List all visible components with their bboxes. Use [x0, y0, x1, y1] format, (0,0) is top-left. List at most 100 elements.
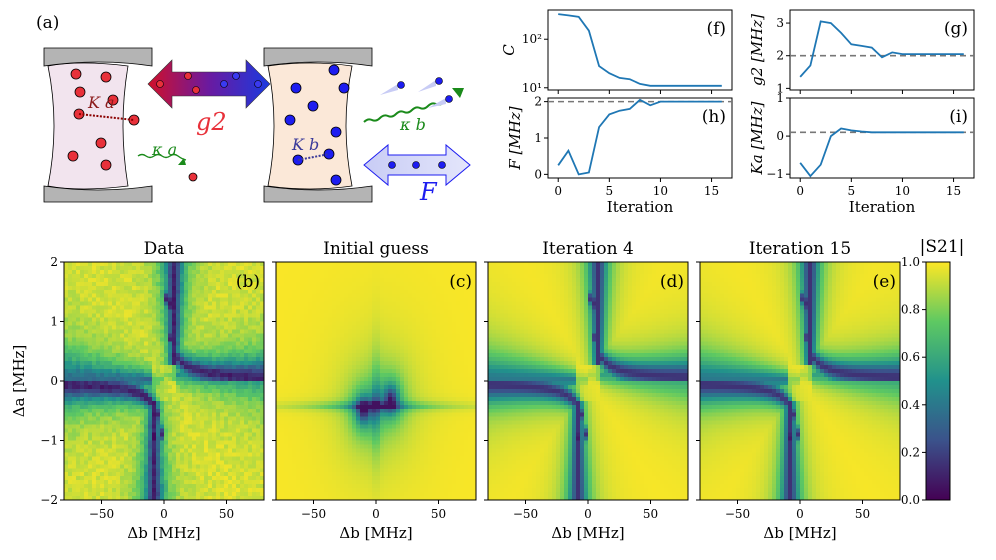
xtick-label-b: 0 [160, 507, 168, 521]
cavity-a [47, 62, 129, 190]
g2-arrow-dots [156, 72, 262, 94]
kappa-b-label: κ b [399, 115, 426, 134]
xtick-label-i: 0 [796, 184, 804, 198]
xtick-label-e: 0 [796, 507, 804, 521]
ytick-label-i: 0 [776, 129, 784, 143]
kb-link [297, 153, 330, 161]
panel-label-g: (g) [944, 19, 968, 39]
xtick-label-e: 50 [855, 507, 870, 521]
heatmap-d: Iteration 4 (d) −50 0 50 Δb [MHz] [484, 239, 689, 542]
axes-frame-f [547, 9, 733, 91]
heatmap-title-b: Data [144, 239, 185, 259]
ytick-label-h: 0 [534, 167, 542, 181]
g2-label: g2 [196, 108, 227, 136]
heatmap-cells-c [276, 262, 477, 501]
ka-label: K a [87, 93, 115, 112]
panel-label-b: (b) [236, 272, 260, 292]
xtick-label-c: 0 [372, 507, 380, 521]
kappa-a-arrow [137, 153, 187, 161]
ylabel-g: g2 [MHz] [748, 14, 766, 86]
ylabel-h: F [MHz] [506, 106, 524, 170]
series-line-i [799, 127, 964, 178]
ylabel-f: C [500, 44, 518, 56]
colorbar: |S21| 0.0 0.2 0.4 0.6 0.8 1.0 [901, 237, 964, 507]
heatmap-panels: Data (b) −50 0 50 Δb [MHz] −2 −1 0 1 2 Δa [MHz] Init… [10, 239, 901, 542]
heatmap-cells-b [64, 262, 265, 501]
ytick-label-b: 2 [50, 255, 58, 269]
ytick-label-g: 3 [776, 16, 784, 30]
axes-frame-i [789, 97, 975, 179]
heatmap-title-c: Initial guess [323, 239, 429, 259]
xtick-label-e: −50 [725, 507, 750, 521]
chart-h: 0 1 2 0 5 10 15 Iteration F [MHz] (h) [506, 95, 733, 216]
kappa-a-arrowhead [178, 158, 186, 165]
ytick-label-b: −2 [40, 493, 58, 507]
xlabel-e: Δb [MHz] [763, 524, 836, 542]
heatmap-c: Initial guess (c) −50 0 50 Δb [MHz] [272, 239, 477, 542]
xtick-label-d: −50 [513, 507, 538, 521]
colorbar-tick-label: 0.8 [901, 303, 920, 317]
colorbar-tick-label: 0.6 [901, 350, 920, 364]
ytick-label-b: 0 [50, 374, 58, 388]
axes-frame-g [789, 9, 975, 91]
xtick-label-h: 15 [704, 184, 719, 198]
panel-a-label: (a) [36, 13, 59, 33]
xtick-label-i: 10 [895, 184, 910, 198]
panel-label-f: (f) [706, 19, 726, 39]
xlabel-c: Δb [MHz] [339, 524, 412, 542]
xlabel-b: Δb [MHz] [127, 524, 200, 542]
ylabel-b: Δa [MHz] [10, 345, 28, 418]
mirror-a-bottom [43, 185, 153, 203]
xtick-label-h: 5 [606, 184, 614, 198]
colorbar-tick-label: 0.0 [901, 493, 920, 507]
ytick-label-f: 10¹ [522, 81, 542, 95]
ytick-label-b: 1 [50, 315, 58, 329]
xtick-label-c: 50 [431, 507, 446, 521]
chart-g: 1 2 3 g2 [MHz] (g) [748, 9, 975, 95]
escaping-photons-b [380, 77, 453, 108]
colorbar-tick-label: 1.0 [901, 255, 920, 269]
xtick-label-i: 15 [946, 184, 961, 198]
colorbar-gradient [925, 261, 951, 501]
xlabel-d: Δb [MHz] [551, 524, 624, 542]
chart-f: 10¹ 10² C (f) [500, 9, 733, 95]
heatmap-cells-d [488, 262, 689, 501]
series-line-h [557, 98, 722, 176]
heatmap-title-e: Iteration 15 [749, 239, 851, 259]
panel-label-c: (c) [449, 272, 472, 292]
ytick-label-i: −1 [766, 167, 784, 181]
colorbar-tick-label: 0.4 [901, 398, 920, 412]
panel-label-h: (h) [702, 107, 726, 127]
mirror-b-top [263, 47, 373, 67]
xtick-label-c: −50 [301, 507, 326, 521]
atoms-b [284, 64, 350, 186]
panel-label-e: (e) [873, 272, 896, 292]
xtick-label-d: 50 [643, 507, 658, 521]
heatmap-e: Iteration 15 (e) −50 0 50 Δb [MHz] [696, 239, 901, 542]
kappa-b-arrowhead [452, 88, 464, 98]
series-line-f [558, 13, 722, 87]
heatmap-title-d: Iteration 4 [542, 239, 634, 259]
xtick-label-h: 10 [653, 184, 668, 198]
colorbar-ticks: 0.0 0.2 0.4 0.6 0.8 1.0 [901, 255, 926, 507]
xtick-label-b: 50 [219, 507, 234, 521]
heatmap-cells-e [700, 262, 901, 501]
cavity-b [267, 62, 353, 190]
kappa-a-label: κ a [151, 140, 177, 159]
panel-label-d: (d) [660, 272, 684, 292]
xlabel-h: Iteration [607, 198, 674, 216]
F-label: F [419, 178, 438, 206]
mirror-a-top [43, 47, 153, 67]
ytick-label-b: −1 [40, 434, 58, 448]
xtick-label-d: 0 [584, 507, 592, 521]
xtick-label-h: 0 [554, 184, 562, 198]
ytick-label-i: 1 [776, 91, 784, 105]
ytick-label-h: 1 [534, 131, 542, 145]
xtick-label-i: 5 [848, 184, 856, 198]
panel-a-schematic: (a) K a κ a g2 [36, 13, 471, 206]
F-arrow-dots [388, 161, 446, 169]
g2-arrow [147, 59, 271, 109]
